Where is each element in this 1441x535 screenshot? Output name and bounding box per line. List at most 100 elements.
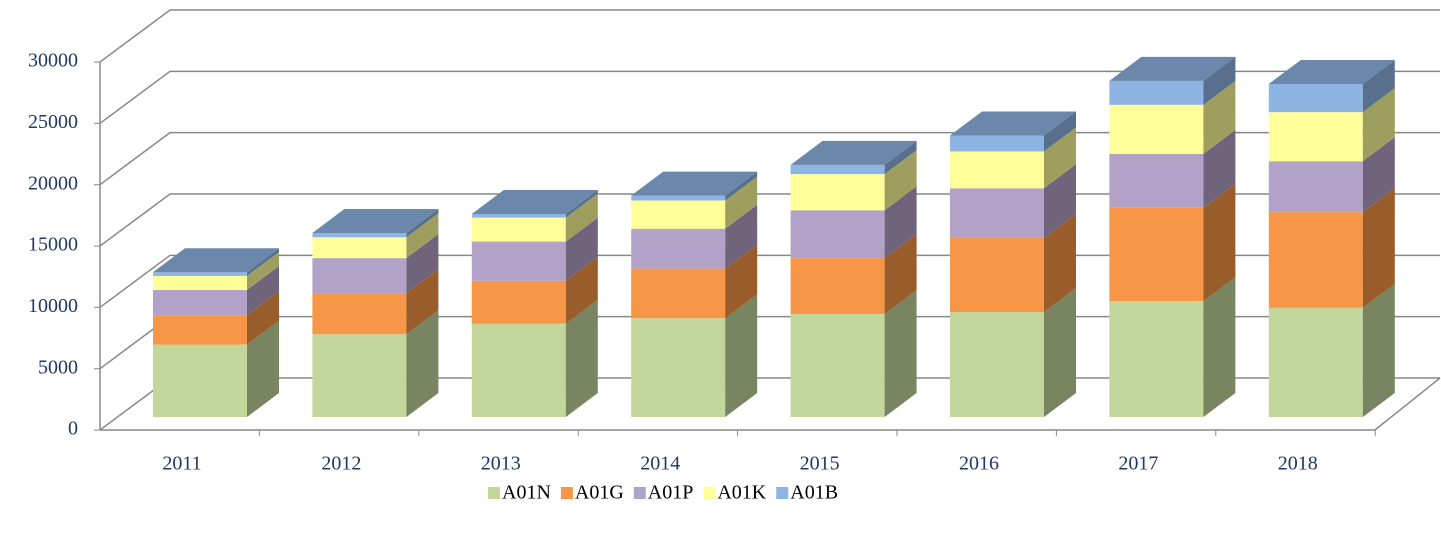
bar	[950, 135, 1044, 152]
y-tick-label: 5000	[38, 356, 78, 378]
bar	[312, 334, 407, 417]
grid-line	[99, 254, 1440, 308]
bar-side	[725, 171, 758, 201]
bar	[950, 237, 1044, 313]
x-tick-label: 2015	[800, 453, 840, 475]
bar-side	[725, 294, 758, 417]
y-tick-label: 10000	[28, 295, 78, 317]
bar-side	[247, 251, 279, 291]
bar-top	[471, 189, 598, 214]
bar-side	[1203, 56, 1236, 105]
bar-side	[1203, 183, 1236, 302]
bar-side	[247, 320, 279, 417]
bar-top	[790, 140, 917, 165]
bar	[1268, 83, 1363, 113]
bar	[1268, 212, 1363, 308]
legend-label: A01K	[717, 482, 766, 504]
y-tick-label: 20000	[28, 172, 78, 194]
bar	[312, 258, 407, 294]
bar-side	[884, 289, 917, 417]
bar-side	[406, 269, 439, 335]
bar-side	[1362, 88, 1395, 162]
bar	[790, 210, 885, 259]
bar	[631, 200, 726, 229]
bar-side	[1044, 213, 1076, 313]
bar-side	[725, 244, 758, 319]
grid-line	[99, 377, 1440, 431]
bar	[631, 318, 726, 417]
bar	[950, 188, 1044, 238]
bar-side	[565, 193, 598, 242]
y-tick-label: 15000	[28, 234, 78, 256]
bar	[471, 213, 566, 218]
bar	[1109, 301, 1204, 417]
bar-side	[884, 186, 917, 259]
bar	[1268, 161, 1363, 213]
bar	[1268, 112, 1363, 162]
bar	[312, 293, 407, 335]
bar	[471, 217, 566, 242]
bar-top	[153, 248, 279, 273]
bar-side	[565, 217, 598, 281]
bar-side	[1362, 137, 1395, 213]
bar-side	[884, 150, 917, 211]
bar	[471, 241, 566, 281]
bar	[1268, 307, 1363, 417]
legend-label: A01G	[575, 482, 624, 504]
bar	[950, 151, 1044, 189]
bar	[153, 344, 247, 417]
bar	[790, 258, 885, 314]
x-tick-label: 2012	[321, 453, 361, 475]
bar	[153, 272, 247, 276]
bar-side	[725, 176, 758, 229]
bar	[790, 174, 885, 211]
bar-side	[565, 256, 598, 324]
bar-side	[1362, 59, 1395, 113]
bar-top	[1268, 59, 1395, 84]
bar-side	[1362, 188, 1395, 308]
bar	[312, 233, 407, 238]
bar-side	[1044, 164, 1076, 238]
bar	[1109, 153, 1204, 208]
bar-top	[312, 209, 439, 233]
bar	[950, 312, 1044, 417]
x-tick-label: 2016	[959, 453, 999, 475]
bar	[790, 164, 885, 175]
bar	[1109, 207, 1204, 302]
bar-side	[406, 310, 439, 417]
bar-side	[406, 213, 439, 259]
bar-side	[884, 140, 917, 175]
bar	[312, 237, 407, 259]
legend-swatch	[703, 487, 716, 499]
bar	[153, 275, 247, 291]
bar	[631, 228, 726, 269]
legend-swatch	[776, 487, 789, 499]
x-tick-label: 2013	[481, 453, 521, 475]
legend-label: A01P	[648, 482, 694, 504]
bar	[471, 280, 566, 324]
x-tick-label: 2011	[162, 453, 201, 475]
bar-side	[1203, 277, 1236, 417]
bar-side	[247, 291, 279, 345]
legend-label: A01B	[790, 482, 838, 504]
bar-side	[725, 204, 758, 269]
bar-top	[950, 111, 1076, 136]
legend-swatch	[633, 487, 646, 499]
bar-side	[247, 248, 279, 276]
grid-line	[99, 70, 1440, 124]
legend-swatch	[560, 487, 573, 499]
legend-swatch	[488, 487, 500, 499]
y-tick-label: 30000	[28, 50, 78, 72]
bar	[631, 268, 726, 319]
bar	[790, 313, 885, 417]
grid-line	[99, 193, 1440, 247]
bar	[153, 315, 247, 345]
bar	[1109, 80, 1204, 105]
legend-label: A01N	[502, 482, 551, 504]
bar-side	[406, 209, 439, 238]
bar	[1109, 104, 1204, 154]
bar-top	[1109, 56, 1236, 81]
bar-side	[1044, 111, 1076, 152]
bar	[631, 195, 726, 201]
